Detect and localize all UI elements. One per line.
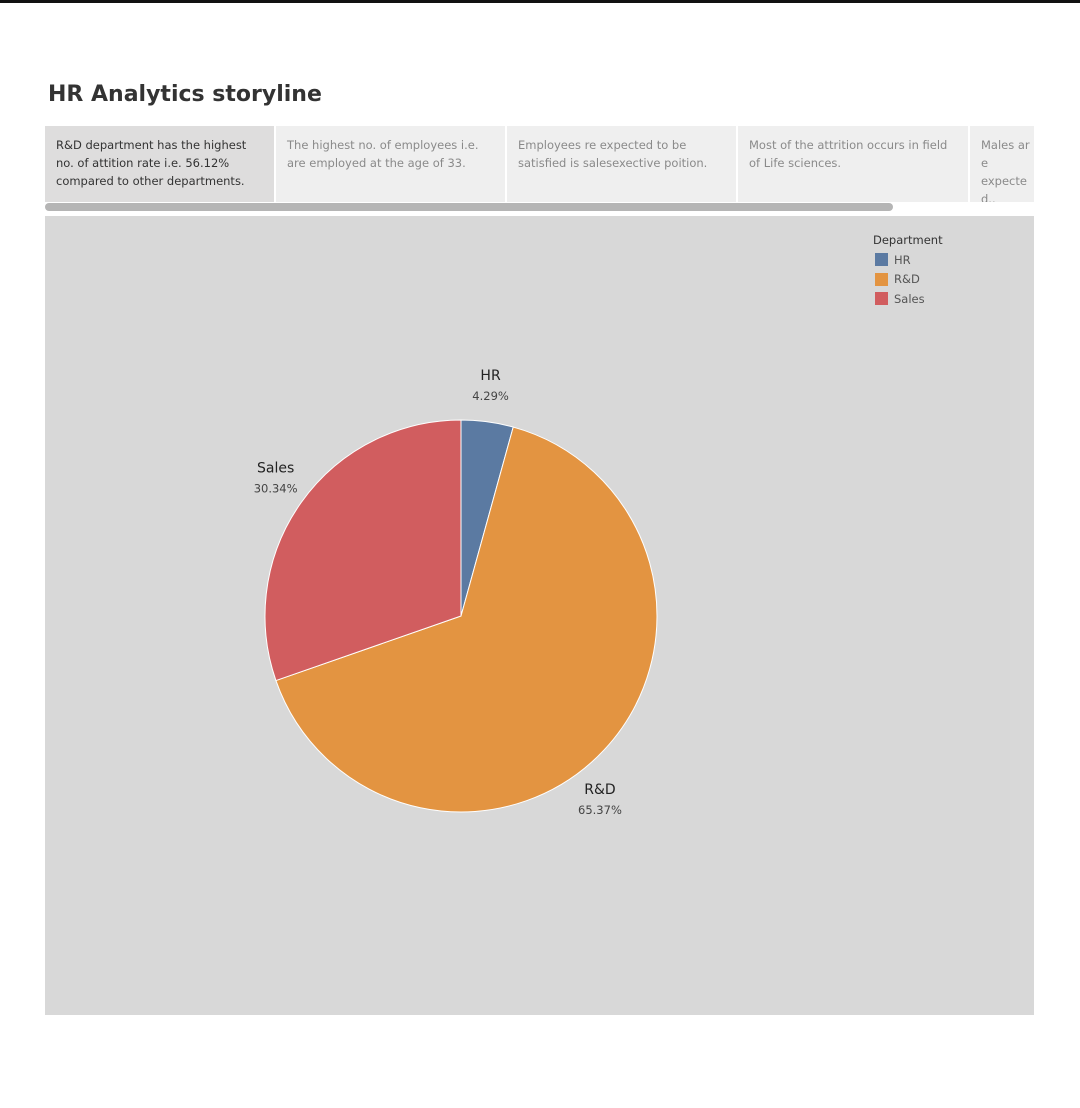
slice-label-sales: Sales bbox=[257, 461, 294, 477]
legend-label-hr: HR bbox=[894, 252, 911, 267]
slice-value-hr: 4.29% bbox=[472, 389, 509, 403]
story-point-1[interactable]: R&D department has the highest no. of at… bbox=[45, 126, 276, 202]
top-edge-bar bbox=[0, 0, 1080, 3]
story-point-caption: Males ar e expecte d.. bbox=[981, 138, 1030, 202]
legend-swatch-rd bbox=[875, 272, 888, 286]
story-title: HR Analytics storyline bbox=[48, 82, 322, 107]
slice-value-sales: 30.34% bbox=[254, 482, 298, 496]
slice-value-r-d: 65.37% bbox=[578, 803, 622, 817]
story-navigator: R&D department has the highest no. of at… bbox=[45, 126, 1034, 202]
story-point-caption: The highest no. of employees i.e. are em… bbox=[287, 138, 479, 170]
legend: Department HR R&D Sales bbox=[873, 233, 943, 309]
slice-label-hr: HR bbox=[480, 368, 501, 384]
chart-panel: HR 4.29% R&D 65.37% Sales 30.34% Department H… bbox=[45, 216, 1034, 1015]
legend-swatch-hr bbox=[875, 253, 888, 267]
legend-label-rd: R&D bbox=[894, 272, 920, 287]
story-point-4[interactable]: Most of the attrition occurs in field of… bbox=[738, 126, 970, 202]
slice-label-r-d: R&D bbox=[584, 782, 615, 798]
legend-label-sales: Sales bbox=[894, 291, 925, 306]
pie-slice-sales[interactable] bbox=[264, 419, 462, 682]
legend-item-hr[interactable]: HR bbox=[873, 250, 943, 270]
legend-swatch-sales bbox=[875, 292, 888, 306]
story-point-5[interactable]: Males ar e expecte d.. bbox=[970, 126, 1034, 202]
story-point-caption: Most of the attrition occurs in field of… bbox=[749, 138, 948, 170]
legend-item-sales[interactable]: Sales bbox=[873, 289, 943, 309]
story-scrollbar[interactable] bbox=[45, 202, 1034, 212]
story-point-2[interactable]: The highest no. of employees i.e. are em… bbox=[276, 126, 507, 202]
scrollbar-thumb[interactable] bbox=[45, 203, 893, 211]
legend-title: Department bbox=[873, 233, 943, 247]
pie-slice-r-d[interactable] bbox=[275, 426, 658, 813]
story-point-caption: Employees re expected to be satisfied is… bbox=[518, 138, 708, 170]
legend-item-rd[interactable]: R&D bbox=[873, 270, 943, 290]
story-point-caption: R&D department has the highest no. of at… bbox=[56, 138, 247, 188]
pie-chart: HR 4.29% R&D 65.37% Sales 30.34% bbox=[254, 368, 658, 817]
story-point-3[interactable]: Employees re expected to be satisfied is… bbox=[507, 126, 738, 202]
